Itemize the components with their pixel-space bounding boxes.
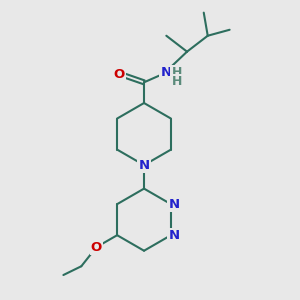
Text: N: N	[160, 66, 172, 79]
Text: H: H	[172, 66, 182, 79]
Text: N: N	[139, 159, 150, 172]
Text: N: N	[169, 229, 180, 242]
Text: N: N	[169, 198, 180, 211]
Text: H: H	[172, 75, 183, 88]
Text: O: O	[114, 68, 125, 81]
Text: O: O	[91, 241, 102, 254]
